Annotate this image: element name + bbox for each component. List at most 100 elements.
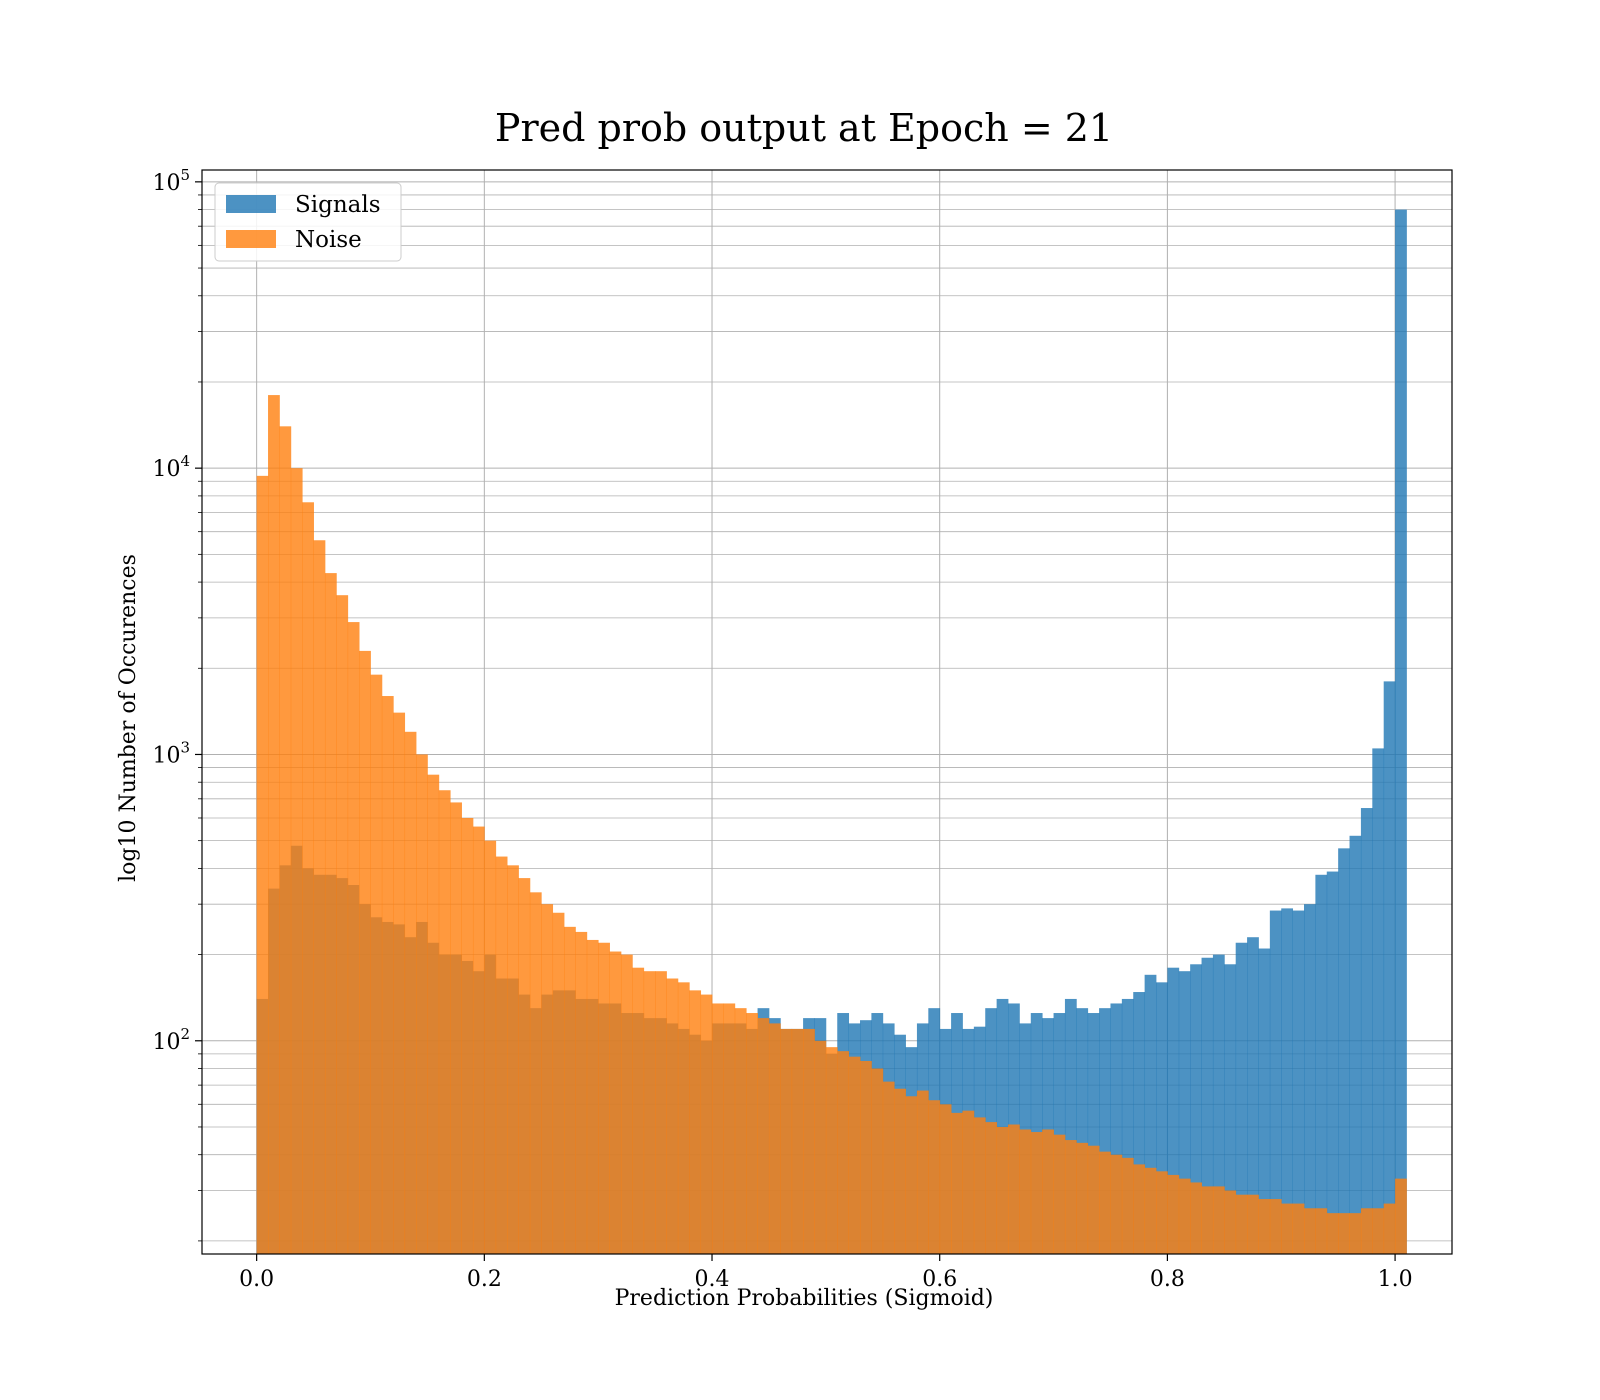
bar-signals <box>1099 1008 1111 1254</box>
bar-noise <box>1269 1199 1282 1254</box>
bar-noise <box>1372 1208 1385 1254</box>
axis-ticks: 0.0 0.2 0.4 0.6 0.8 1.0 102 103 104 105 <box>152 166 1412 1292</box>
bar-noise <box>598 942 610 1254</box>
bar-noise <box>381 696 394 1254</box>
bar-noise <box>1224 1190 1237 1254</box>
bar-noise <box>279 426 292 1254</box>
x-tick-label: 0.2 <box>467 1267 502 1292</box>
bar-noise <box>1383 1203 1396 1254</box>
bar-noise <box>472 826 485 1254</box>
bar-noise <box>484 840 497 1254</box>
bar-signals <box>996 998 1009 1254</box>
bar-noise <box>712 1003 724 1254</box>
bar-noise <box>1281 1203 1294 1254</box>
bar-noise <box>541 904 554 1254</box>
bar-signals <box>1395 209 1407 1254</box>
bar-noise <box>1076 1142 1089 1254</box>
x-tick-label: 0.4 <box>695 1267 730 1292</box>
bar-noise <box>620 954 633 1254</box>
bar-noise <box>1190 1182 1202 1254</box>
bar-noise <box>1053 1134 1066 1254</box>
bar-noise <box>780 1028 793 1254</box>
bar-signals <box>1076 1008 1089 1254</box>
bar-noise <box>757 1018 770 1254</box>
bar-noise <box>1008 1124 1020 1254</box>
bar-noise <box>871 1068 884 1254</box>
bar-noise <box>518 878 531 1254</box>
bar-noise <box>939 1104 952 1254</box>
bar-noise <box>256 475 269 1254</box>
legend-swatch-noise <box>226 230 276 248</box>
bar-noise <box>1304 1208 1316 1254</box>
bar-signals <box>1110 1003 1123 1254</box>
bar-noise <box>347 622 360 1254</box>
bar-signals <box>1087 1013 1100 1254</box>
bar-noise <box>632 967 645 1254</box>
x-tick-label: 0.8 <box>1150 1267 1185 1292</box>
bar-signals <box>1360 808 1373 1254</box>
bar-noise <box>803 1028 815 1254</box>
bar-noise <box>404 731 417 1254</box>
bar-noise <box>860 1060 872 1254</box>
bar-noise <box>973 1117 986 1254</box>
bar-noise <box>438 790 451 1254</box>
bar-noise <box>1064 1140 1077 1254</box>
bar-noise <box>700 994 713 1254</box>
bar-signals <box>1064 998 1077 1254</box>
bar-noise <box>1099 1151 1111 1254</box>
bar-signals <box>1269 910 1282 1254</box>
bar-noise <box>734 1008 747 1254</box>
bar-noise <box>825 1047 838 1254</box>
bar-noise <box>1349 1213 1362 1254</box>
bar-noise <box>1144 1167 1157 1254</box>
bar-noise <box>359 650 371 1254</box>
bar-noise <box>1395 1178 1407 1254</box>
bar-noise <box>689 990 702 1254</box>
y-axis-label: log10 Number of Occurences <box>116 554 141 882</box>
bar-noise <box>1292 1203 1305 1254</box>
bar-signals <box>1053 1013 1066 1254</box>
bar-signals <box>1144 974 1157 1254</box>
bar-noise <box>507 865 519 1254</box>
bar-signals <box>1235 942 1248 1254</box>
bar-noise <box>768 1023 781 1254</box>
bar-signals <box>1167 967 1180 1254</box>
bar-noise <box>1338 1213 1350 1254</box>
bar-noise <box>837 1051 850 1254</box>
legend-label-noise: Noise <box>295 227 362 253</box>
bar-noise <box>723 1003 736 1254</box>
bar-noise <box>450 802 462 1254</box>
bar-noise <box>666 978 679 1254</box>
bar-noise <box>916 1090 929 1254</box>
bar-noise <box>1167 1174 1180 1254</box>
x-axis-label: Prediction Probabilities (Sigmoid) <box>615 1286 994 1311</box>
bar-signals <box>1224 964 1237 1254</box>
series-noise <box>256 395 1407 1254</box>
bar-noise <box>1042 1129 1054 1254</box>
bar-signals <box>1178 971 1191 1254</box>
histogram-bars <box>256 209 1407 1254</box>
bar-noise <box>1258 1199 1271 1254</box>
bar-noise <box>609 951 622 1254</box>
bar-signals <box>1383 681 1396 1254</box>
legend-label-signals: Signals <box>295 192 381 218</box>
bar-signals <box>1190 964 1202 1254</box>
bar-noise <box>336 595 349 1254</box>
bar-noise <box>962 1110 975 1254</box>
bar-noise <box>1133 1164 1146 1254</box>
bar-noise <box>1110 1154 1123 1254</box>
y-tick-label: 103 <box>152 738 190 768</box>
bar-noise <box>985 1122 998 1254</box>
bar-signals <box>1326 871 1339 1254</box>
bar-noise <box>746 1013 758 1254</box>
bar-noise <box>564 926 576 1254</box>
y-tick-label: 104 <box>152 452 190 482</box>
bar-noise <box>1121 1157 1134 1254</box>
bar-noise <box>1019 1129 1032 1254</box>
bar-noise <box>814 1040 827 1254</box>
bar-noise <box>427 774 440 1254</box>
bar-noise <box>882 1081 895 1254</box>
bar-noise <box>1247 1194 1259 1254</box>
legend-swatch-signals <box>226 195 276 213</box>
